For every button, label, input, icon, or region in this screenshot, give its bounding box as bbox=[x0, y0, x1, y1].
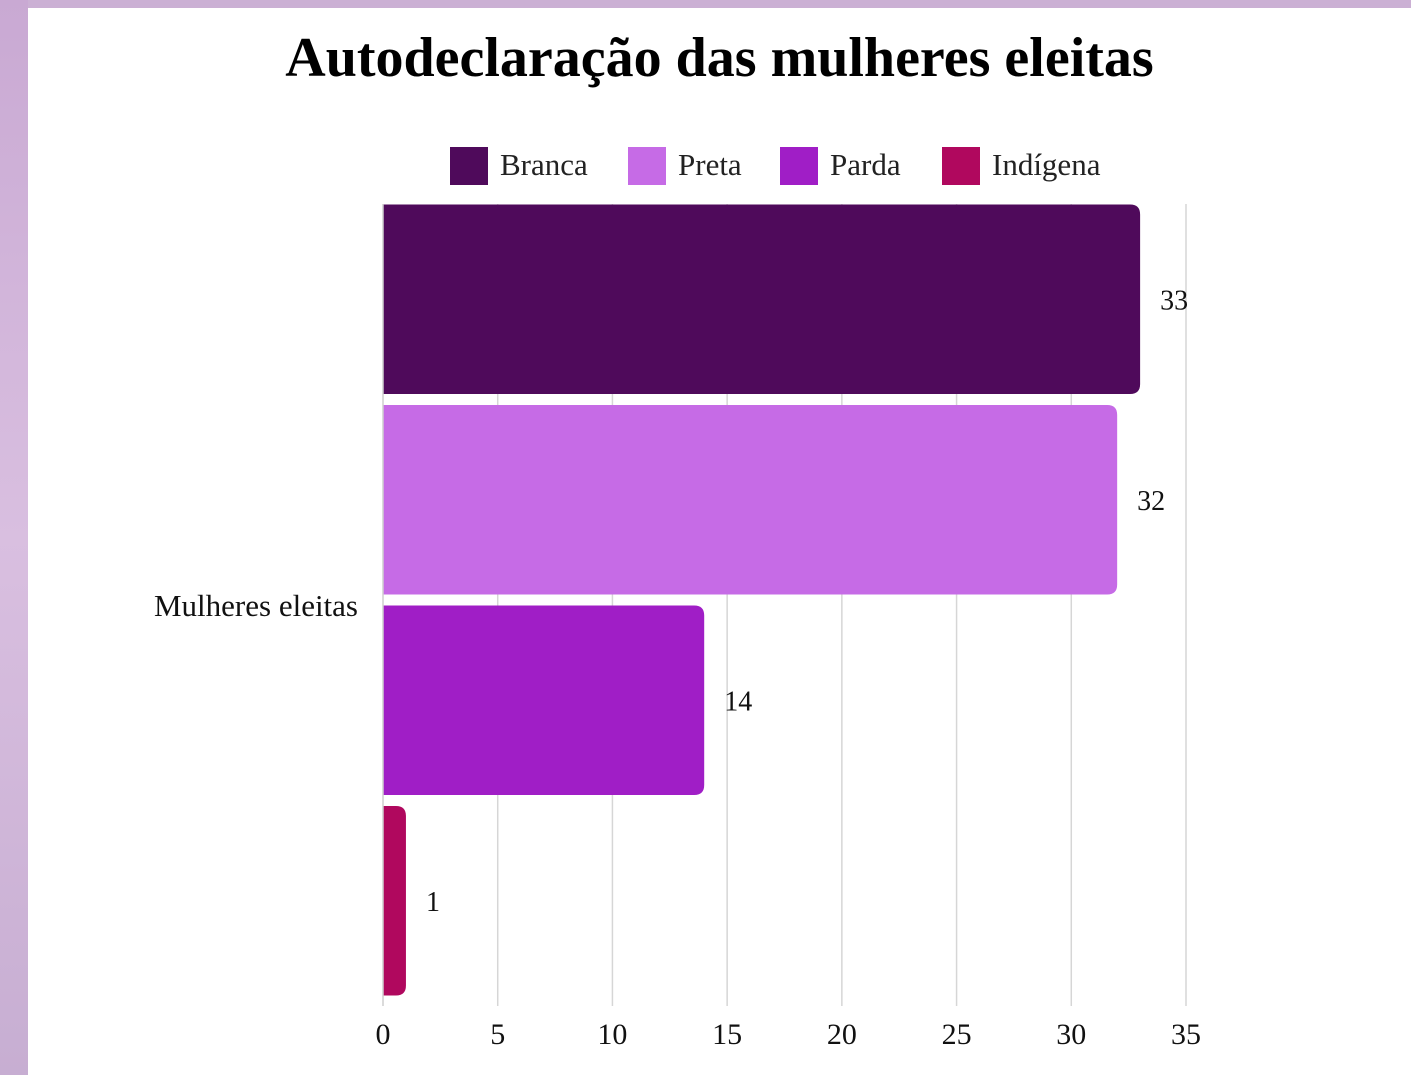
x-tick-label: 0 bbox=[376, 1018, 391, 1051]
category-label: Mulheres eleitas bbox=[154, 588, 358, 623]
background-band bbox=[0, 0, 28, 1075]
x-tick-label: 5 bbox=[490, 1018, 505, 1051]
chart-panel: Autodeclaração das mulheres eleitas 33 32… bbox=[28, 8, 1411, 1075]
x-tick-label: 35 bbox=[1171, 1018, 1201, 1051]
x-tick-label: 10 bbox=[597, 1018, 627, 1051]
legend-label: Parda bbox=[830, 147, 901, 182]
data-label: 1 bbox=[426, 887, 440, 918]
legend-swatch-preta bbox=[628, 147, 666, 185]
bar-indígena bbox=[383, 806, 406, 996]
bar-branca bbox=[383, 204, 1141, 394]
x-tick-label: 30 bbox=[1056, 1018, 1086, 1051]
data-label: 32 bbox=[1137, 486, 1165, 517]
legend-swatch-indígena bbox=[942, 147, 980, 185]
chart-title: Autodeclaração das mulheres eleitas bbox=[285, 27, 1154, 89]
data-label: 14 bbox=[724, 686, 752, 717]
legend-label: Indígena bbox=[992, 147, 1101, 182]
x-tick-label: 20 bbox=[827, 1018, 857, 1051]
bar-parda bbox=[383, 605, 705, 795]
bar-preta bbox=[383, 405, 1118, 595]
legend-swatch-branca bbox=[450, 147, 488, 185]
data-label: 33 bbox=[1160, 285, 1188, 316]
x-tick-label: 15 bbox=[712, 1018, 742, 1051]
legend-swatch-parda bbox=[780, 147, 818, 185]
legend-label: Preta bbox=[678, 147, 742, 182]
legend-label: Branca bbox=[500, 147, 588, 182]
x-tick-label: 25 bbox=[942, 1018, 972, 1051]
